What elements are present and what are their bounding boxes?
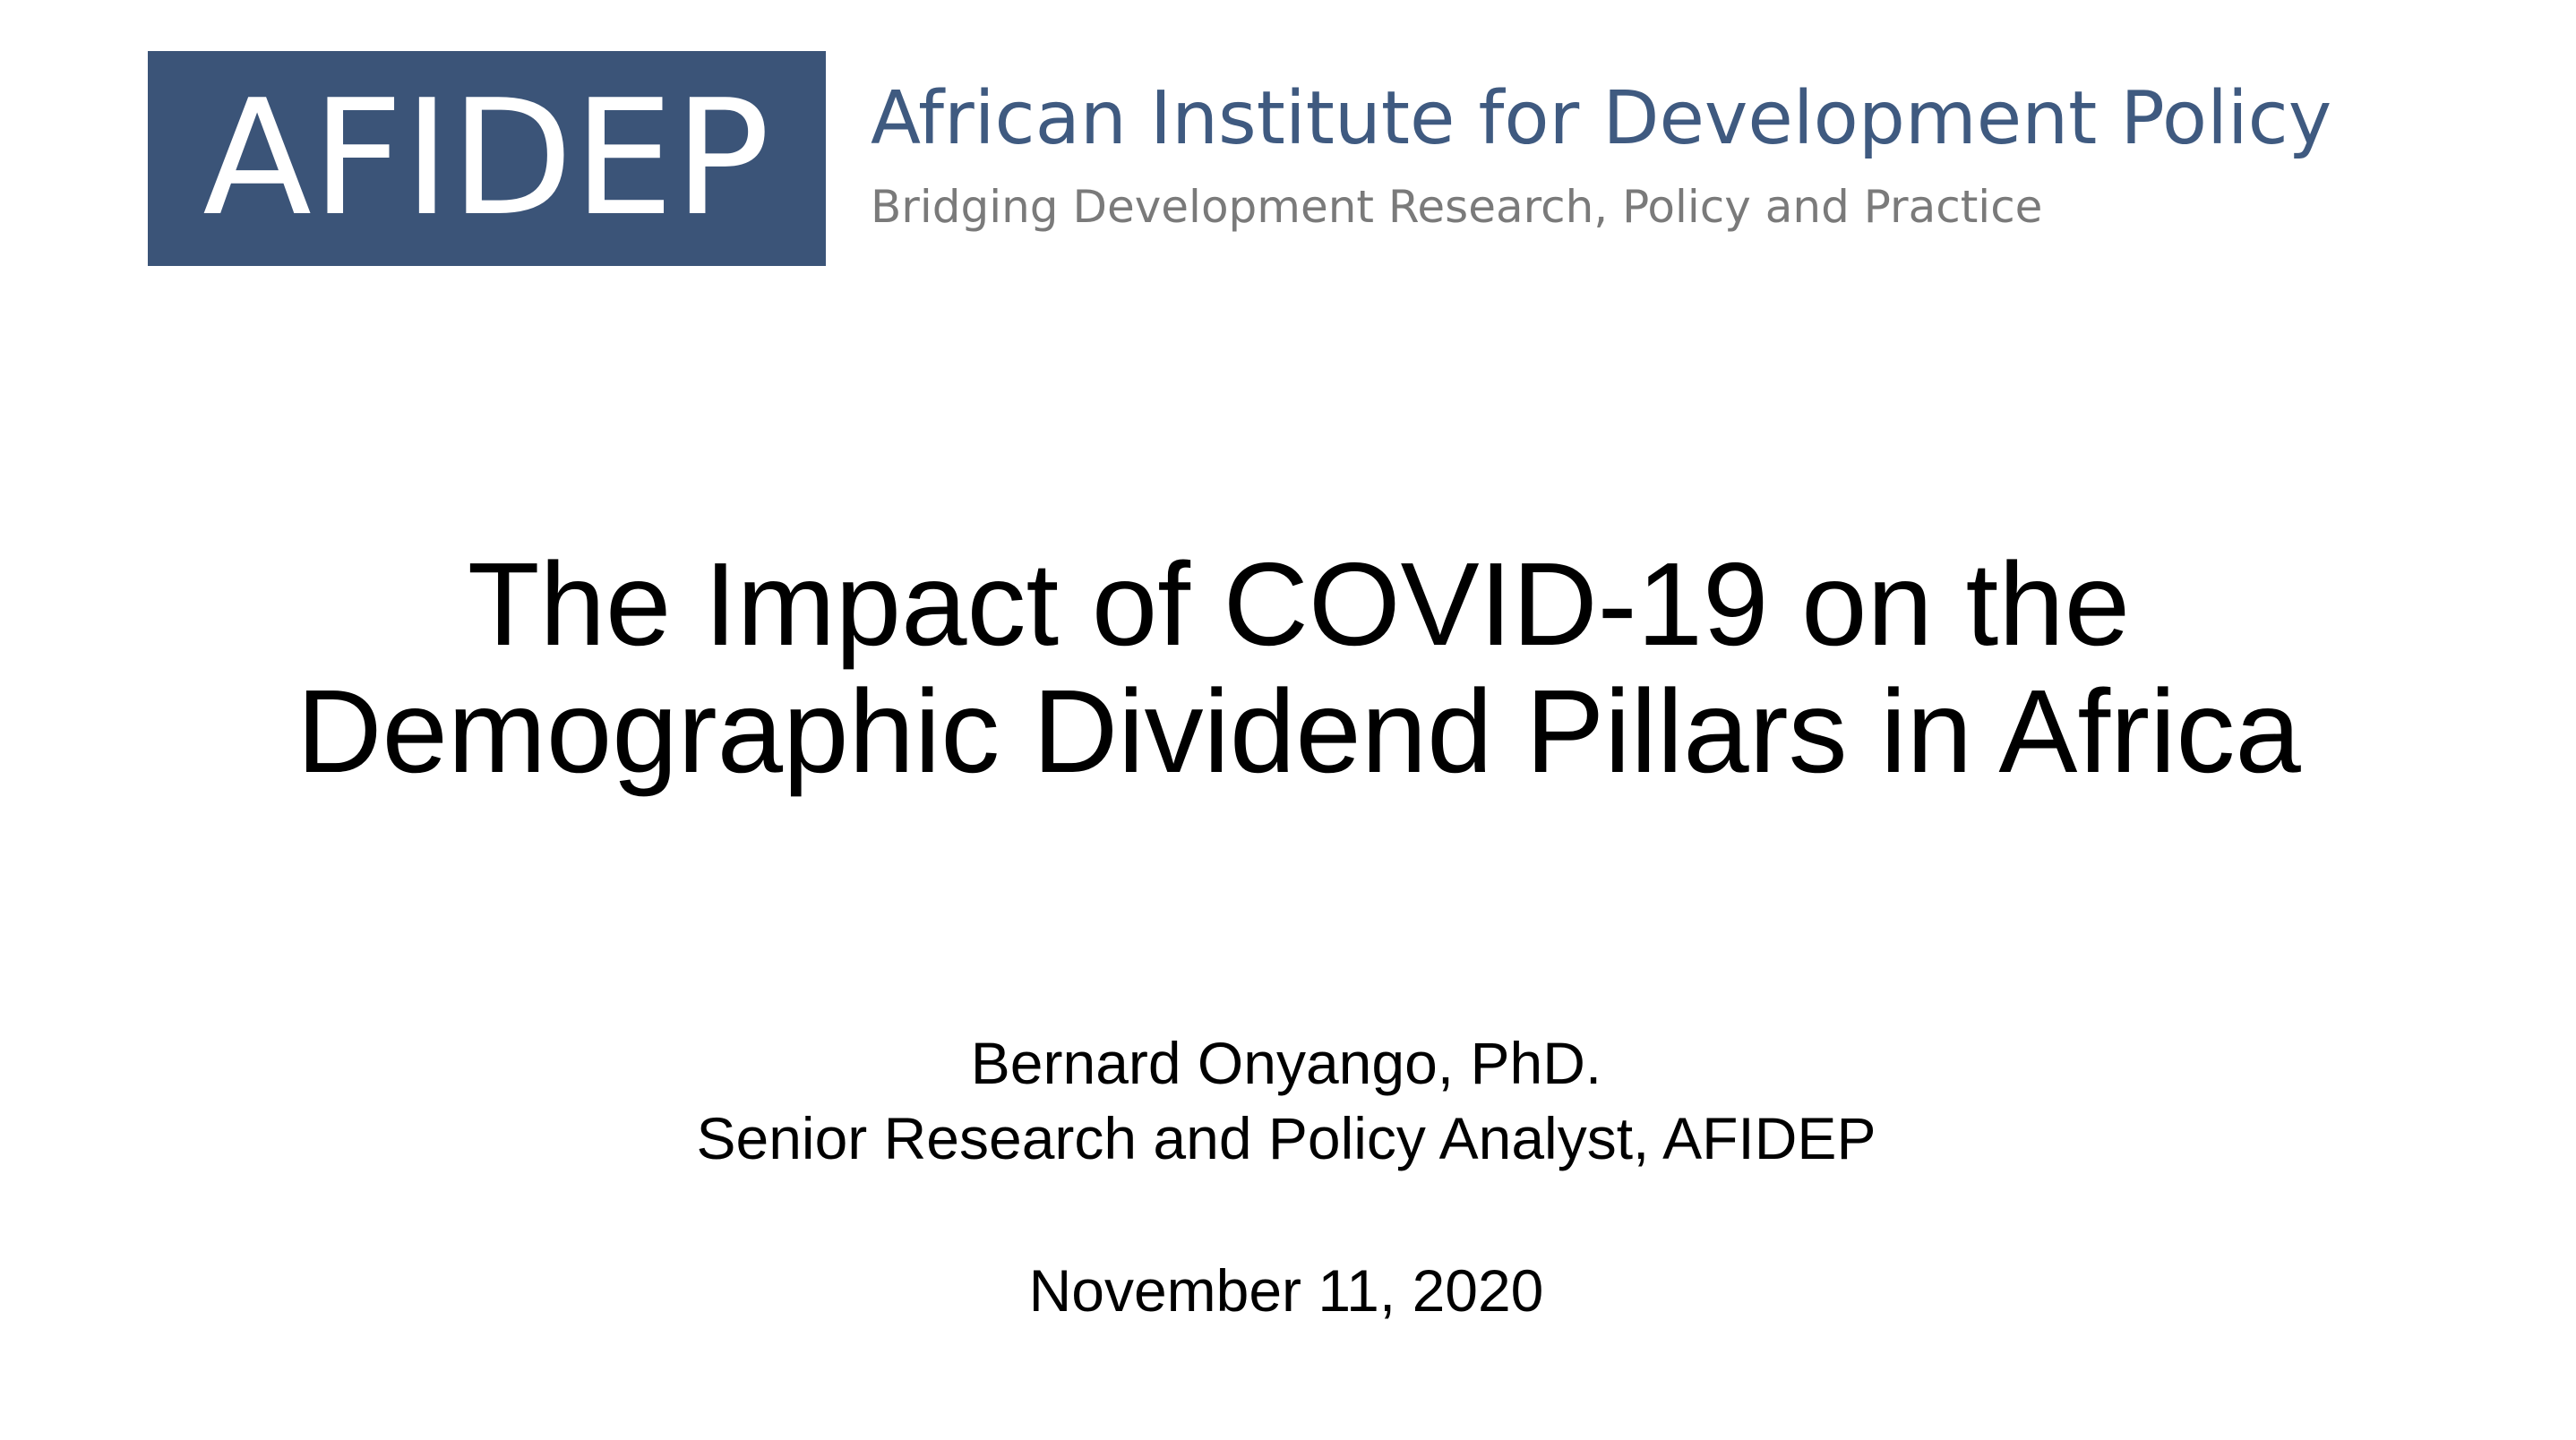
title-line: Demographic Dividend Pillars in Africa bbox=[296, 665, 2301, 797]
presenter-name: Bernard Onyango, PhD. bbox=[971, 1030, 1601, 1096]
logo-text: AFIDEP bbox=[202, 65, 770, 251]
title-line: The Impact of COVID-19 on the bbox=[468, 538, 2130, 670]
logo-box bbox=[148, 51, 826, 266]
date: November 11, 2020 bbox=[1029, 1257, 1544, 1324]
organization-name: African Institute for Development Policy bbox=[871, 76, 2331, 161]
tagline: Bridging Development Research, Policy an… bbox=[871, 181, 2042, 233]
presenter-role: Senior Research and Policy Analyst, AFID… bbox=[697, 1105, 1876, 1171]
